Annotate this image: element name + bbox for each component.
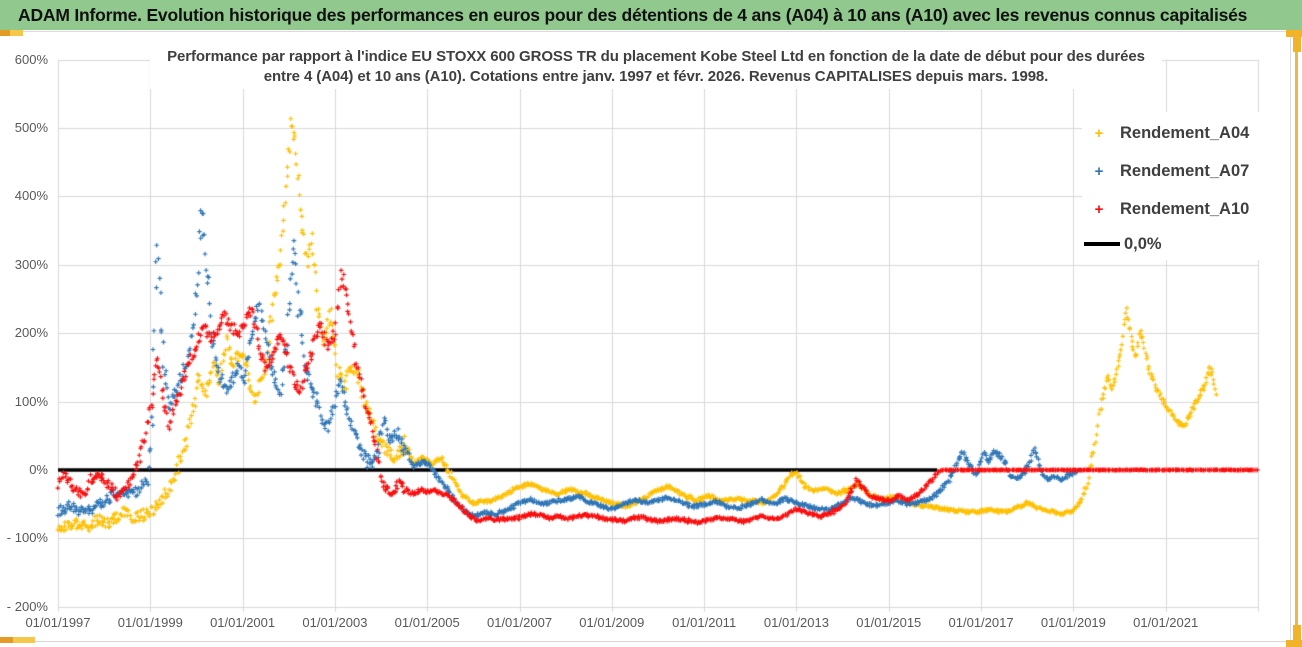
x-axis-tick-label: 01/01/2001 [210, 615, 276, 630]
x-axis-tick-label: 01/01/2017 [948, 615, 1014, 630]
x-axis-tick-label: 01/01/2009 [579, 615, 645, 630]
legend-item-rendement-a07[interactable]: + Rendement_A07 [1082, 158, 1250, 184]
top-divider [0, 31, 1302, 32]
y-axis-tick-label: 100% [14, 393, 48, 409]
selection-handle-top-right-arm[interactable] [1293, 30, 1301, 52]
y-axis-tick-label: 0% [29, 462, 48, 477]
legend-item-0-0-[interactable]: 0,0% [1082, 231, 1162, 257]
legend-label: 0,0% [1124, 234, 1162, 253]
x-axis-tick-label: 01/01/2011 [672, 615, 737, 630]
y-axis-tick-label: 500% [14, 120, 48, 135]
selection-handle-bottom-right-arm[interactable] [1293, 625, 1301, 647]
y-axis-tick-label: 600% [14, 51, 48, 67]
selection-border-right [1295, 30, 1298, 647]
x-axis-tick-label: 01/01/1999 [117, 615, 183, 630]
selection-handle-bottom-left-arm[interactable] [13, 637, 35, 643]
x-axis-tick-label: 01/01/2003 [302, 615, 368, 630]
x-axis-tick-label: 01/01/2015 [856, 615, 922, 630]
y-axis-tick-label: 400% [14, 188, 48, 204]
chart-title-line2: entre 4 (A04) et 10 ans (A10). Cotations… [263, 68, 1049, 85]
y-axis-tick-label: 300% [14, 256, 48, 272]
y-axis-tick-label: 200% [14, 325, 48, 341]
chart-title-line1: Performance par rapport à l'indice EU ST… [167, 48, 1145, 65]
legend-item-rendement-a04[interactable]: + Rendement_A04 [1082, 120, 1250, 146]
header-bar: ADAM Informe. Evolution historique des p… [0, 0, 1302, 30]
x-axis-tick-label: 01/01/2005 [394, 615, 460, 630]
legend-label: Rendement_A10 [1120, 199, 1250, 218]
bottom-divider [0, 641, 1302, 642]
selection-handle-top-left-arm[interactable] [10, 30, 23, 36]
legend-label: Rendement_A04 [1120, 123, 1250, 142]
x-axis-tick-label: 01/01/1997 [25, 615, 91, 630]
header-title: ADAM Informe. Evolution historique des p… [18, 4, 1248, 25]
right-divider [1290, 31, 1291, 641]
legend: + Rendement_A04 + Rendement_A07 + Rendement_A… [1082, 112, 1264, 260]
x-axis-tick-label: 01/01/2019 [1040, 615, 1106, 630]
legend-zero-line-icon [1084, 242, 1120, 246]
y-axis-tick-label: - 100% [6, 530, 48, 546]
selection-handle-bottom-left[interactable] [0, 637, 13, 643]
legend-plus-marker-icon: + [1094, 124, 1104, 142]
x-axis-tick-label: 01/01/2021 [1133, 615, 1199, 630]
legend-item-rendement-a10[interactable]: + Rendement_A10 [1082, 196, 1250, 222]
y-axis-tick-label: - 200% [6, 598, 48, 614]
legend-plus-marker-icon: + [1094, 200, 1104, 218]
x-axis-tick-label: 01/01/2013 [763, 615, 829, 630]
x-axis-tick-label: 01/01/2007 [486, 615, 553, 630]
legend-label: Rendement_A07 [1120, 161, 1250, 180]
chart-title: Performance par rapport à l'indice EU ST… [150, 45, 1162, 89]
legend-plus-marker-icon: + [1094, 162, 1104, 180]
selection-handle-top-left[interactable] [0, 30, 10, 36]
